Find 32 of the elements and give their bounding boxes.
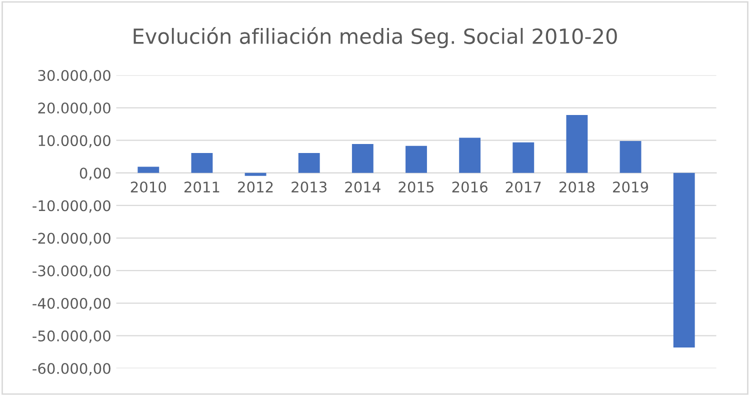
bar bbox=[566, 114, 588, 173]
x-tick-label: 2016 bbox=[452, 182, 488, 193]
x-tick-label: 2018 bbox=[559, 182, 595, 193]
bar bbox=[459, 138, 481, 173]
bar bbox=[406, 146, 427, 173]
bar bbox=[512, 142, 534, 173]
chart-title: Evolución afiliación media Seg. Social 2010-20 bbox=[134, 27, 617, 48]
x-tick-label: 2013 bbox=[292, 182, 326, 193]
y-tick-label: -10.000,00 bbox=[32, 200, 110, 213]
x-tick-label: 2017 bbox=[506, 182, 541, 193]
y-tick-label: 0,00 bbox=[80, 168, 110, 180]
y-tick-label: 30.000,00 bbox=[38, 70, 110, 82]
bar bbox=[352, 144, 374, 173]
bar bbox=[620, 141, 642, 173]
y-tick-label: -50.000,00 bbox=[32, 330, 110, 343]
x-tick-label: 2012 bbox=[238, 182, 273, 193]
x-tick-label: 2014 bbox=[345, 182, 380, 193]
y-tick-label: -40.000,00 bbox=[32, 298, 110, 310]
bar bbox=[191, 153, 213, 173]
y-tick-label: -30.000,00 bbox=[32, 265, 110, 278]
x-tick-label: 2015 bbox=[398, 182, 434, 193]
y-tick-label: 20.000,00 bbox=[38, 102, 110, 116]
y-tick-label: -60.000,00 bbox=[32, 362, 110, 376]
bar bbox=[298, 153, 320, 173]
x-tick-label: 2019 bbox=[613, 182, 648, 193]
y-tick-label: 10.000,00 bbox=[38, 135, 110, 148]
bar bbox=[244, 172, 266, 176]
x-tick-label: 2011 bbox=[184, 182, 220, 193]
bar bbox=[673, 172, 695, 348]
x-tick-label: 2010 bbox=[130, 182, 166, 193]
bar bbox=[138, 166, 160, 173]
y-tick-label: -20.000,00 bbox=[32, 232, 110, 246]
